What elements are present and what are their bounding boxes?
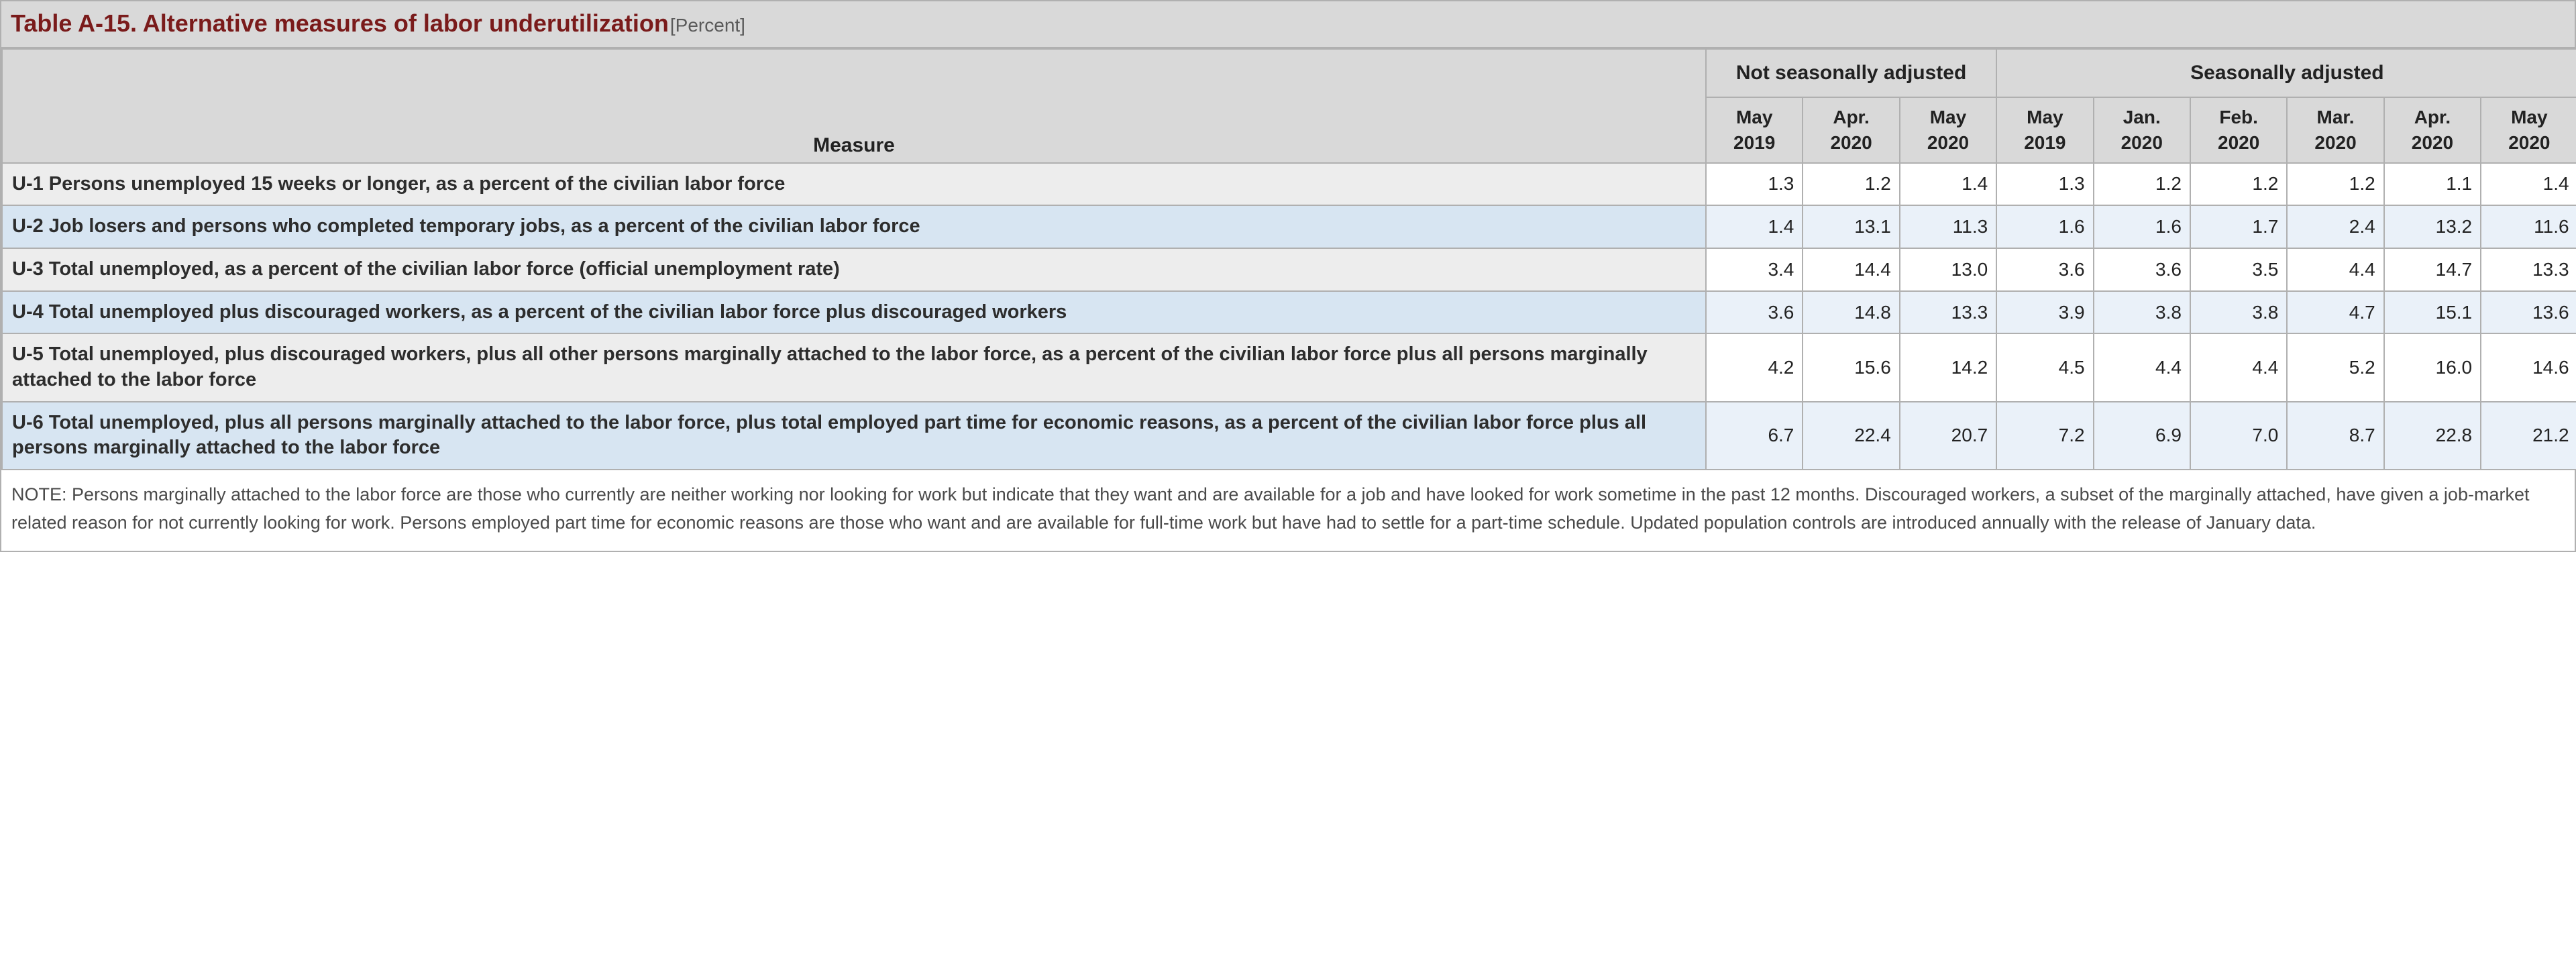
cell: 15.1 [2384, 291, 2481, 334]
cell: 1.4 [1706, 205, 1803, 248]
table-unit: [Percent] [670, 15, 745, 36]
cell: 1.2 [2094, 163, 2190, 206]
cell: 1.4 [1900, 163, 1996, 206]
cell: 8.7 [2287, 402, 2383, 470]
cell: 3.6 [2094, 248, 2190, 291]
cell: 3.4 [1706, 248, 1803, 291]
cell: 2.4 [2287, 205, 2383, 248]
cell: 6.9 [2094, 402, 2190, 470]
row-label: U-5 Total unemployed, plus discouraged w… [2, 333, 1706, 401]
cell: 11.6 [2481, 205, 2576, 248]
cell: 14.8 [1803, 291, 1899, 334]
table-row: U-2 Job losers and persons who completed… [2, 205, 2576, 248]
col-6: Mar.2020 [2287, 97, 2383, 163]
cell: 3.9 [1996, 291, 2093, 334]
table-row: U-3 Total unemployed, as a percent of th… [2, 248, 2576, 291]
row-label: U-2 Job losers and persons who completed… [2, 205, 1706, 248]
col-5: Feb.2020 [2190, 97, 2287, 163]
table-title: Table A-15. Alternative measures of labo… [11, 9, 669, 37]
cell: 4.7 [2287, 291, 2383, 334]
cell: 16.0 [2384, 333, 2481, 401]
cell: 4.4 [2287, 248, 2383, 291]
cell: 1.6 [1996, 205, 2093, 248]
cell: 3.8 [2094, 291, 2190, 334]
col-4: Jan.2020 [2094, 97, 2190, 163]
cell: 3.6 [1706, 291, 1803, 334]
col-group-sa: Seasonally adjusted [1996, 49, 2576, 97]
cell: 21.2 [2481, 402, 2576, 470]
table-row: U-6 Total unemployed, plus all persons m… [2, 402, 2576, 470]
cell: 1.4 [2481, 163, 2576, 206]
col-group-nsa: Not seasonally adjusted [1706, 49, 1996, 97]
table-row: U-5 Total unemployed, plus discouraged w… [2, 333, 2576, 401]
cell: 5.2 [2287, 333, 2383, 401]
table-body: U-1 Persons unemployed 15 weeks or longe… [2, 163, 2576, 470]
row-label: U-1 Persons unemployed 15 weeks or longe… [2, 163, 1706, 206]
col-8: May2020 [2481, 97, 2576, 163]
col-0: May2019 [1706, 97, 1803, 163]
row-label: U-4 Total unemployed plus discouraged wo… [2, 291, 1706, 334]
cell: 13.2 [2384, 205, 2481, 248]
cell: 13.0 [1900, 248, 1996, 291]
cell: 4.5 [1996, 333, 2093, 401]
cell: 3.6 [1996, 248, 2093, 291]
cell: 4.2 [1706, 333, 1803, 401]
row-label: U-3 Total unemployed, as a percent of th… [2, 248, 1706, 291]
cell: 6.7 [1706, 402, 1803, 470]
cell: 11.3 [1900, 205, 1996, 248]
table-row: U-4 Total unemployed plus discouraged wo… [2, 291, 2576, 334]
cell: 1.1 [2384, 163, 2481, 206]
cell: 15.6 [1803, 333, 1899, 401]
cell: 14.2 [1900, 333, 1996, 401]
cell: 3.5 [2190, 248, 2287, 291]
cell: 1.3 [1706, 163, 1803, 206]
cell: 14.6 [2481, 333, 2576, 401]
row-label: U-6 Total unemployed, plus all persons m… [2, 402, 1706, 470]
cell: 3.8 [2190, 291, 2287, 334]
cell: 1.2 [2190, 163, 2287, 206]
table-row: U-1 Persons unemployed 15 weeks or longe… [2, 163, 2576, 206]
table-foot: NOTE: Persons marginally attached to the… [2, 470, 2576, 551]
data-table: Measure Not seasonally adjusted Seasonal… [1, 48, 2576, 551]
cell: 1.6 [2094, 205, 2190, 248]
cell: 22.8 [2384, 402, 2481, 470]
footnote: NOTE: Persons marginally attached to the… [2, 470, 2576, 551]
cell: 7.2 [1996, 402, 2093, 470]
cell: 1.7 [2190, 205, 2287, 248]
cell: 13.1 [1803, 205, 1899, 248]
col-7: Apr.2020 [2384, 97, 2481, 163]
cell: 14.7 [2384, 248, 2481, 291]
col-1: Apr.2020 [1803, 97, 1899, 163]
cell: 13.3 [1900, 291, 1996, 334]
cell: 20.7 [1900, 402, 1996, 470]
cell: 4.4 [2190, 333, 2287, 401]
cell: 4.4 [2094, 333, 2190, 401]
cell: 22.4 [1803, 402, 1899, 470]
cell: 7.0 [2190, 402, 2287, 470]
col-3: May2019 [1996, 97, 2093, 163]
cell: 1.2 [1803, 163, 1899, 206]
cell: 14.4 [1803, 248, 1899, 291]
table-title-row: Table A-15. Alternative measures of labo… [1, 1, 2575, 48]
table-head: Measure Not seasonally adjusted Seasonal… [2, 49, 2576, 163]
col-measure: Measure [2, 49, 1706, 163]
col-2: May2020 [1900, 97, 1996, 163]
table-container: Table A-15. Alternative measures of labo… [0, 0, 2576, 552]
cell: 13.3 [2481, 248, 2576, 291]
cell: 1.3 [1996, 163, 2093, 206]
cell: 13.6 [2481, 291, 2576, 334]
cell: 1.2 [2287, 163, 2383, 206]
